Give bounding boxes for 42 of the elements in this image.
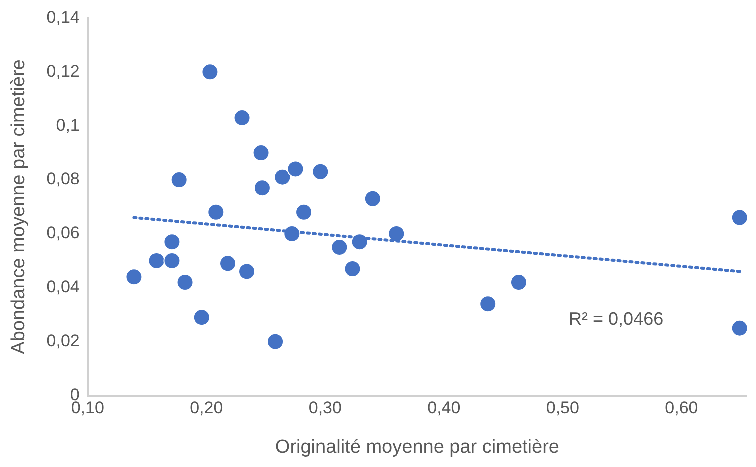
x-tick-label: 0,30	[308, 398, 342, 418]
point	[238, 263, 256, 280]
point	[234, 109, 251, 126]
y-tick-label: 0,1	[56, 116, 80, 135]
point	[331, 238, 348, 256]
y-tick-label: 0,08	[46, 170, 80, 189]
y-tick-label: 0,14	[46, 8, 80, 27]
point	[202, 64, 219, 81]
point	[344, 260, 362, 278]
point	[254, 180, 271, 197]
point	[220, 255, 237, 272]
point	[252, 144, 270, 162]
y-axis-title: Abondance moyenne par cimetière	[8, 60, 30, 354]
point	[126, 268, 143, 286]
y-tick-label: 0,02	[46, 332, 80, 351]
point	[164, 252, 181, 270]
point	[176, 274, 194, 292]
annotation: R² = 0,0466	[569, 309, 664, 330]
point	[480, 296, 497, 313]
y-tick-label: 0,12	[46, 62, 80, 81]
point	[267, 333, 284, 350]
point	[193, 309, 210, 326]
y-tick-label: 0,06	[46, 224, 80, 243]
point	[312, 163, 330, 180]
x-axis-title: Originalité moyenne par cimetière	[275, 436, 560, 458]
x-tick-label: 0,50	[546, 398, 580, 418]
point	[510, 274, 528, 292]
point	[287, 160, 304, 178]
point	[296, 204, 313, 221]
point	[208, 204, 225, 221]
y-tick-label: 0,04	[46, 278, 80, 297]
x-tick-label: 0,60	[665, 398, 698, 418]
x-tick-label: 0,40	[428, 398, 461, 418]
point	[170, 172, 188, 189]
x-tick-label: 0,20	[190, 398, 224, 418]
point	[364, 190, 382, 208]
point	[148, 252, 166, 270]
point	[388, 225, 406, 242]
point	[164, 234, 181, 251]
point	[274, 168, 292, 186]
point	[731, 320, 747, 337]
point	[731, 209, 747, 226]
